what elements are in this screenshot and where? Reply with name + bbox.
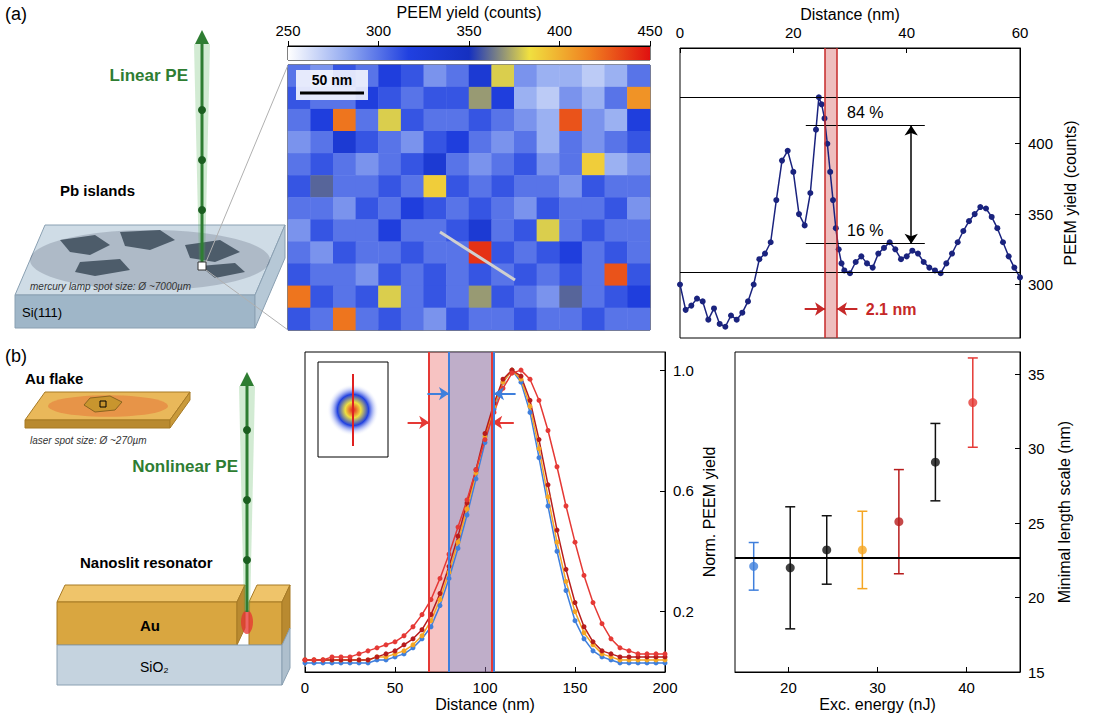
svg-text:2.1 nm: 2.1 nm bbox=[866, 301, 917, 318]
svg-text:Pb islands: Pb islands bbox=[60, 182, 135, 199]
svg-text:15: 15 bbox=[1028, 664, 1045, 681]
svg-text:150: 150 bbox=[562, 679, 587, 696]
svg-text:Linear PE: Linear PE bbox=[110, 66, 188, 85]
svg-text:300: 300 bbox=[366, 22, 391, 39]
svg-text:SiO₂: SiO₂ bbox=[140, 659, 169, 675]
svg-text:40: 40 bbox=[958, 679, 975, 696]
svg-text:0: 0 bbox=[676, 24, 684, 41]
svg-text:0.2: 0.2 bbox=[673, 603, 694, 620]
svg-text:35: 35 bbox=[1028, 366, 1045, 383]
svg-text:0: 0 bbox=[301, 679, 309, 696]
svg-text:PEEM yield (counts): PEEM yield (counts) bbox=[397, 4, 542, 21]
svg-text:Au: Au bbox=[140, 617, 160, 634]
svg-text:30: 30 bbox=[1028, 440, 1045, 457]
svg-text:25: 25 bbox=[1028, 515, 1045, 532]
svg-text:400: 400 bbox=[547, 22, 572, 39]
svg-text:30: 30 bbox=[869, 679, 886, 696]
svg-text:Nanoslit resonator: Nanoslit resonator bbox=[80, 554, 213, 571]
svg-text:100: 100 bbox=[472, 679, 497, 696]
svg-text:60: 60 bbox=[1012, 24, 1029, 41]
svg-text:350: 350 bbox=[1028, 206, 1053, 223]
svg-text:(a): (a) bbox=[5, 4, 27, 24]
svg-text:84 %: 84 % bbox=[847, 104, 883, 121]
svg-text:350: 350 bbox=[456, 22, 481, 39]
svg-text:20: 20 bbox=[780, 679, 797, 696]
svg-text:0.6: 0.6 bbox=[673, 482, 694, 499]
svg-text:20: 20 bbox=[785, 24, 802, 41]
svg-text:(b): (b) bbox=[5, 346, 27, 366]
svg-text:PEEM yield (counts): PEEM yield (counts) bbox=[1062, 121, 1079, 266]
svg-text:20: 20 bbox=[1028, 589, 1045, 606]
svg-text:Distance (nm): Distance (nm) bbox=[800, 6, 900, 23]
svg-text:Si(111): Si(111) bbox=[22, 305, 62, 320]
svg-text:16 %: 16 % bbox=[847, 222, 883, 239]
svg-text:Norm. PEEM yield: Norm. PEEM yield bbox=[701, 447, 718, 578]
svg-text:1.0: 1.0 bbox=[673, 362, 694, 379]
svg-text:400: 400 bbox=[1028, 135, 1053, 152]
svg-text:250: 250 bbox=[275, 22, 300, 39]
svg-text:Minimal length scale (nm): Minimal length scale (nm) bbox=[1056, 421, 1073, 603]
svg-text:mercury lamp spot size: Ø ~700: mercury lamp spot size: Ø ~7000µm bbox=[30, 281, 191, 292]
svg-text:450: 450 bbox=[637, 22, 662, 39]
svg-text:40: 40 bbox=[898, 24, 915, 41]
svg-text:Au flake: Au flake bbox=[25, 370, 83, 387]
svg-text:Distance (nm): Distance (nm) bbox=[435, 696, 535, 713]
svg-text:200: 200 bbox=[652, 679, 677, 696]
svg-text:Exc. energy (nJ): Exc. energy (nJ) bbox=[819, 696, 935, 713]
svg-text:300: 300 bbox=[1028, 276, 1053, 293]
svg-text:laser spot size: Ø ~270µm: laser spot size: Ø ~270µm bbox=[30, 435, 147, 446]
svg-text:Nonlinear PE: Nonlinear PE bbox=[132, 457, 238, 476]
svg-text:50 nm: 50 nm bbox=[312, 72, 352, 88]
svg-text:50: 50 bbox=[387, 679, 404, 696]
